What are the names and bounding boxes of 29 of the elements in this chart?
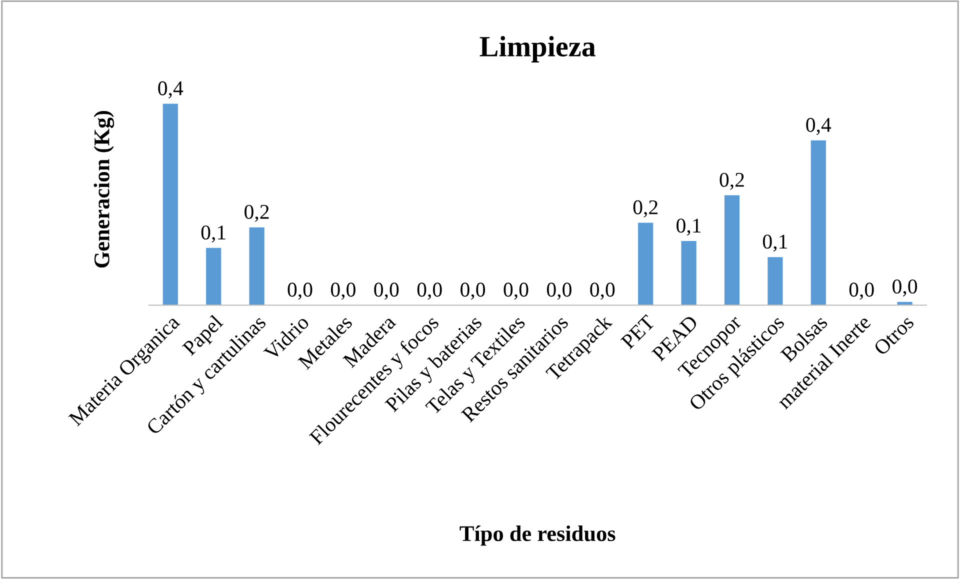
x-axis-title: Típo de residuos [460,525,616,546]
data-label: 0,0 [288,282,312,300]
bar [681,241,696,306]
data-label: 0,1 [676,218,701,236]
data-label: 0,4 [158,81,184,98]
data-label: 0,2 [244,204,269,222]
bar [810,140,826,306]
data-label: 0,0 [504,282,528,300]
chart-title: Limpieza [480,36,596,62]
bar [638,222,654,306]
data-label: 0,1 [201,225,226,243]
bar [724,195,740,306]
data-label: 0,0 [546,282,572,300]
data-label: 0,4 [806,118,832,135]
bar [162,104,178,306]
data-label: 0,2 [720,172,744,190]
data-label: 0,0 [460,282,486,300]
data-label: 0,0 [374,282,399,300]
bar [249,227,264,306]
bar [768,257,783,306]
data-label: 0,2 [633,200,658,218]
y-axis-title: Generacion (Kg) [94,111,114,268]
data-label: 0,0 [892,279,918,297]
data-label: 0,0 [849,282,874,300]
data-label: 0,0 [330,282,356,300]
data-label: 0,1 [762,234,787,252]
data-label: 0,0 [417,282,442,300]
bar [206,248,222,306]
data-label: 0,0 [590,282,615,300]
